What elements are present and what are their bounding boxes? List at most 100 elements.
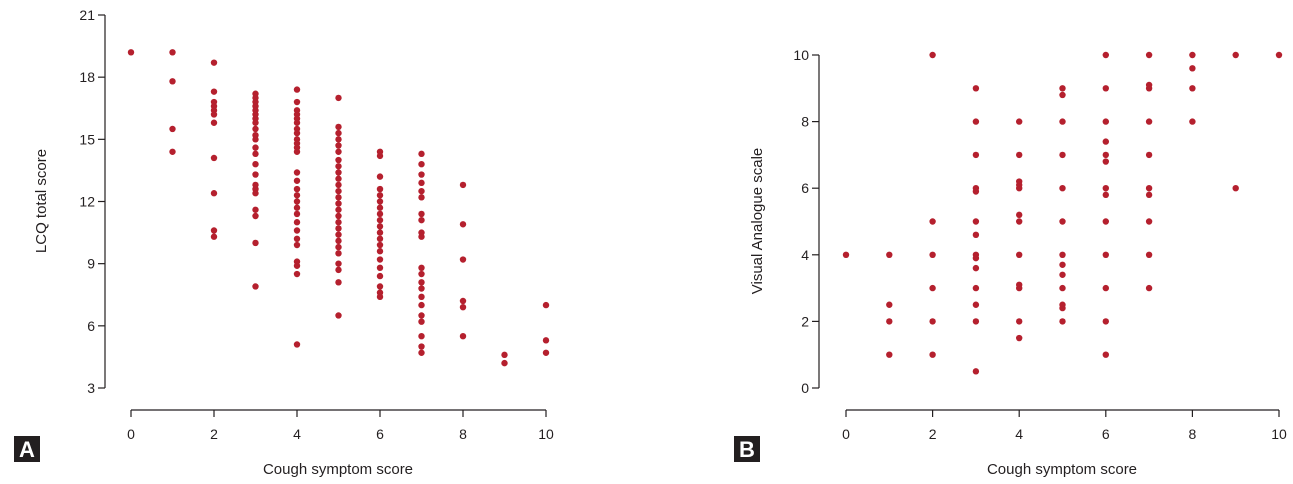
panel-b-data-point (1145, 85, 1153, 92)
panel-b-data-point (1275, 51, 1283, 59)
panel-a-x-tick-label: 0 (127, 426, 135, 442)
panel-b-x-ticks: 0 2 4 6 8 10 (842, 410, 1287, 442)
panel-b-data-point (1102, 151, 1110, 159)
panel-a-badge: A (14, 436, 40, 462)
panel-a-data-point (169, 148, 176, 155)
panel-a-data-point (542, 337, 550, 344)
panel-a-data-point (418, 216, 425, 224)
panel-a-data-point (335, 123, 342, 131)
panel-a-data-point (335, 237, 342, 245)
panel-a-data-point (293, 185, 301, 193)
panel-b-letter: B (739, 437, 755, 462)
panel-a-data-point (376, 264, 384, 272)
panel-a-data-point (376, 235, 384, 242)
panel-a-data-point (252, 161, 259, 168)
panel-a-data-point (293, 219, 301, 226)
panel-b-y-tick-label: 10 (793, 47, 809, 63)
panel-b-data-point (1059, 218, 1066, 225)
panel-a-data-point (376, 293, 384, 301)
panel-b-data-point (1145, 284, 1153, 292)
panel-a-data-point (252, 119, 259, 126)
panel-b-data-point (972, 264, 980, 272)
panel-b-data-point (972, 318, 980, 325)
panel-a-data-point (293, 210, 301, 218)
panel-a-data-point (335, 142, 342, 149)
panel-a-y-tick-label: 21 (79, 7, 95, 23)
panel-a-y-tick-label: 3 (87, 380, 95, 396)
panel-a-data-point (335, 312, 342, 319)
panel-b-data-point (972, 284, 980, 292)
panel-a-data-point (335, 148, 342, 155)
panel-a-data-point (418, 194, 425, 201)
panel-b-data-point (1016, 334, 1023, 342)
panel-b-x-tick-label: 4 (1015, 426, 1023, 442)
panel-b-y-tick-label: 6 (801, 180, 809, 196)
panel-a-data-point (418, 171, 425, 178)
panel-a-data-point (335, 156, 342, 164)
panel-b-data-point (842, 251, 850, 258)
panel-a-data-point (335, 225, 342, 232)
panel-a-data-point (335, 181, 342, 189)
panel-b-badge: B (734, 436, 760, 462)
panel-b-x-axis-label: Cough symptom score (987, 461, 1137, 478)
panel-a-data-point (501, 351, 508, 359)
panel-a-data-point (335, 187, 342, 195)
panel-a-x-tick-label: 8 (459, 426, 467, 442)
panel-a-x-tick-label: 2 (210, 426, 218, 442)
panel-a: A 3 6 9 12 15 18 21 0 2 4 6 8 10 Cough symptom scor… (14, 7, 554, 478)
panel-a-badge-bg (14, 436, 40, 462)
panel-a-data-point (376, 173, 384, 180)
panel-a-data-point (293, 270, 301, 278)
panel-b-data-point (1145, 51, 1153, 59)
panel-a-data-point (293, 98, 301, 106)
panel-a-data-point (169, 49, 176, 56)
panel-a-data-point (418, 349, 425, 356)
panel-a-data-point (459, 221, 467, 228)
panel-b-data-point (972, 188, 980, 195)
panel-b-data-point (972, 218, 980, 225)
panel-a-data-point (376, 210, 384, 218)
panel-a-data-point (335, 243, 342, 251)
panel-b-data-point (1145, 218, 1153, 225)
panel-b-data-point (1016, 251, 1023, 258)
panel-a-data-point (252, 212, 259, 220)
panel-b-data-point (1016, 218, 1023, 225)
panel-a-data-point (335, 260, 342, 267)
panel-a-data-point (210, 233, 218, 240)
panel-b-points (842, 51, 1283, 375)
panel-a-data-point (252, 125, 259, 133)
panel-a-data-point (376, 241, 384, 249)
panel-b-data-point (1059, 185, 1066, 192)
panel-a-data-point (418, 332, 425, 340)
panel-a-data-point (252, 144, 259, 151)
panel-b-data-point (1102, 138, 1110, 145)
panel-a-data-point (210, 111, 218, 118)
panel-b-y-tick-label: 4 (801, 247, 809, 263)
panel-a-data-point (335, 136, 342, 143)
panel-a-data-point (376, 185, 384, 193)
panel-b-data-point (1059, 85, 1066, 92)
panel-a-data-point (335, 279, 342, 286)
panel-a-data-point (210, 227, 218, 234)
panel-b-data-point (1016, 185, 1023, 192)
panel-b-data-point (1145, 185, 1153, 192)
panel-a-data-point (376, 229, 384, 236)
panel-b-data-point (1102, 251, 1110, 258)
panel-a-data-point (376, 216, 384, 224)
panel-a-data-point (376, 256, 384, 263)
panel-a-data-point (418, 301, 425, 309)
panel-a-x-tick-label: 10 (538, 426, 554, 442)
panel-b-data-point (972, 254, 980, 262)
panel-b-data-point (1016, 318, 1023, 325)
panel-a-data-point (418, 270, 425, 278)
panel-b-data-point (1145, 251, 1153, 258)
panel-a-data-point (376, 198, 384, 205)
panel-b-data-point (972, 231, 980, 239)
panel-b-data-point (886, 351, 893, 358)
panel-b-data-point (1102, 85, 1110, 92)
panel-a-data-point (293, 204, 301, 211)
panel-b-y-tick-label: 2 (801, 313, 809, 329)
panel-b-y-axis-label: Visual Analogue scale (749, 148, 766, 295)
panel-b-data-point (1145, 191, 1153, 199)
panel-a-data-point (335, 169, 342, 176)
